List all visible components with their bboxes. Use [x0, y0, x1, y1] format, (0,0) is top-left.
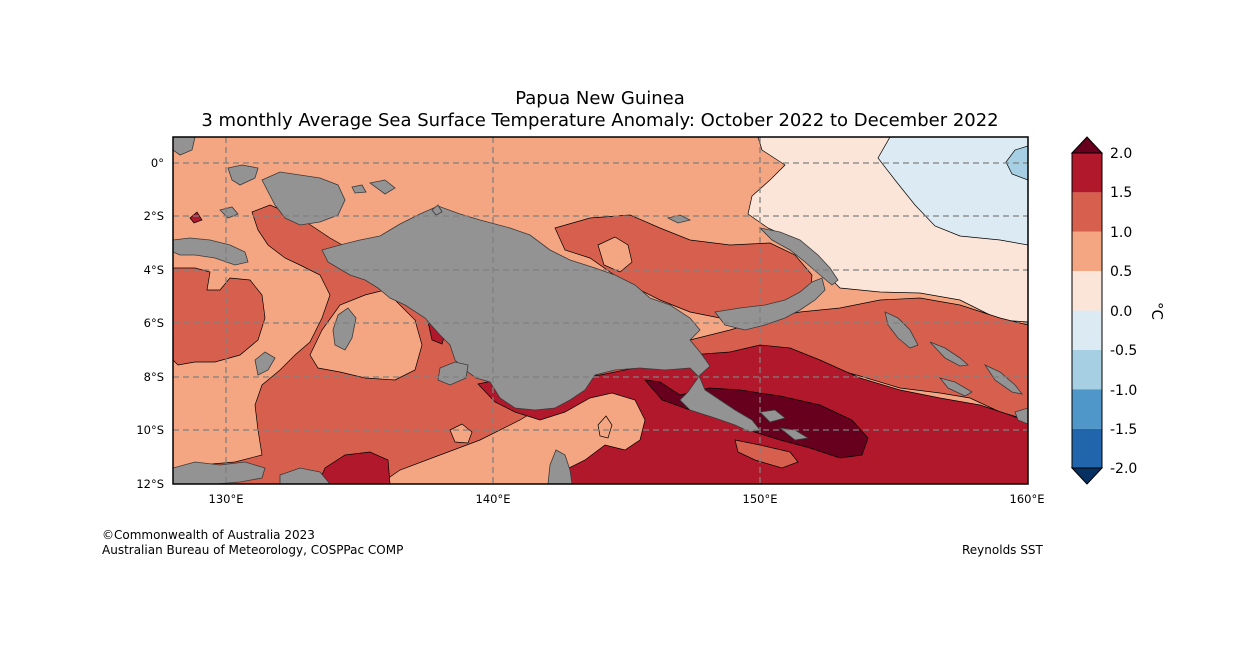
- copyright-text: ©Commonwealth of Australia 2023: [102, 528, 315, 542]
- colorbar-level-0.5-1: [1072, 231, 1102, 272]
- anomaly-region-1.5-2-tiny: [189, 211, 203, 224]
- colorbar: 2.0 1.5 1.0 0.5 0.0 -0.5 -1.0 -1.5 -2.0 …: [1070, 136, 1166, 485]
- colorbar-tick-neg2.0: -2.0: [1110, 461, 1137, 477]
- lat-label-6s: 6°S: [144, 316, 164, 330]
- land-cape-york: [547, 449, 573, 484]
- land-new-ireland: [758, 227, 839, 286]
- anomaly-region-1.5-2-southwest: [317, 451, 391, 484]
- colorbar-tick-2.0: 2.0: [1110, 146, 1132, 162]
- lon-label-140: 140°E: [476, 492, 511, 506]
- lat-label-4s: 4°S: [144, 263, 164, 277]
- lat-label-8s: 8°S: [144, 370, 164, 384]
- land-seram: [173, 237, 249, 266]
- land-kolepom: [437, 361, 469, 386]
- land-solomons-b: [938, 377, 973, 397]
- land-halmahera: [227, 164, 259, 186]
- land-tanimbar: [254, 351, 276, 376]
- colorbar-ticks: 2.0 1.5 1.0 0.5 0.0 -0.5 -1.0 -1.5 -2.0: [1110, 146, 1137, 477]
- land-solomons-c: [983, 364, 1023, 395]
- lat-label-10s: 10°S: [136, 423, 164, 437]
- agency-text: Australian Bureau of Meteorology, COSPPa…: [102, 543, 404, 557]
- land-arnhem: [279, 467, 331, 484]
- land-solomons-a: [929, 341, 969, 367]
- land-new-guinea: [321, 205, 761, 433]
- colorbar-tick-neg0.5: -0.5: [1110, 343, 1137, 359]
- map-subtitle: 3 monthly Average Sea Surface Temperatur…: [201, 110, 999, 131]
- data-source-text: Reynolds SST: [962, 543, 1043, 557]
- map-plot-area: [173, 137, 1028, 484]
- map-title: Papua New Guinea: [515, 88, 685, 109]
- land-timor: [173, 461, 266, 484]
- anomaly-island-0.5-1-a: [309, 289, 423, 381]
- lon-labels: 130°E 140°E 150°E 160°E: [209, 492, 1045, 506]
- land-misool: [219, 206, 239, 219]
- colorbar-level-neg1-neg0.5: [1072, 350, 1102, 390]
- colorbar-level-neg0.5-0: [1072, 310, 1102, 350]
- lon-label-130: 130°E: [209, 492, 244, 506]
- colorbar-level-1-1.5: [1072, 192, 1102, 232]
- colorbar-outline: [1071, 152, 1103, 469]
- colorbar-tick-neg1.5: -1.5: [1110, 422, 1137, 438]
- land-new-britain: [714, 277, 826, 331]
- map-frame: [172, 136, 1029, 485]
- anomaly-island-0.5-1-c: [449, 423, 473, 444]
- lon-label-150: 150°E: [743, 492, 778, 506]
- lat-label-2s: 2°S: [144, 209, 164, 223]
- colorbar-tick-0.0: 0.0: [1110, 304, 1132, 320]
- colorbar-level-1.5-2: [1072, 153, 1102, 193]
- colorbar-tick-0.5: 0.5: [1110, 264, 1132, 280]
- land-biak: [351, 184, 367, 194]
- anomaly-region-1-1.5-west: [173, 267, 266, 366]
- land-masses: [173, 137, 1028, 484]
- colorbar-under-triangle: [1070, 467, 1104, 485]
- gridlines: [173, 137, 1028, 484]
- colorbar-tick-1.0: 1.0: [1110, 225, 1132, 241]
- anomaly-region-1-1.5-se: [734, 439, 799, 469]
- colorbar-tick-neg1.0: -1.0: [1110, 383, 1137, 399]
- land-small-north: [431, 204, 443, 216]
- colorbar-level-0-0.5: [1072, 271, 1102, 311]
- land-yapen: [369, 179, 396, 195]
- anomaly-region-neg0.5-0: [877, 137, 1028, 246]
- lat-label-0: 0°: [151, 156, 164, 170]
- colorbar-level-neg2-neg1.5: [1072, 428, 1102, 468]
- land-aru: [332, 307, 357, 351]
- colorbar-over-triangle: [1070, 136, 1104, 154]
- land-bougainville: [884, 311, 919, 349]
- anomaly-island-0.5-1-d: [597, 415, 613, 439]
- land-buru: [173, 137, 196, 156]
- land-dentrecasteaux: [759, 409, 786, 423]
- colorbar-level-neg1.5-neg1: [1072, 389, 1102, 429]
- lat-label-12s: 12°S: [136, 477, 164, 491]
- colorbar-unit-label: °C: [1148, 302, 1166, 320]
- land-solomons-d: [1014, 407, 1028, 425]
- lon-label-160: 160°E: [1010, 492, 1045, 506]
- land-louisiade: [778, 427, 810, 441]
- colorbar-tick-1.5: 1.5: [1110, 185, 1132, 201]
- lat-labels: 0° 2°S 4°S 6°S 8°S 10°S 12°S: [136, 156, 164, 491]
- anomaly-island-0.5-1-b: [597, 236, 633, 273]
